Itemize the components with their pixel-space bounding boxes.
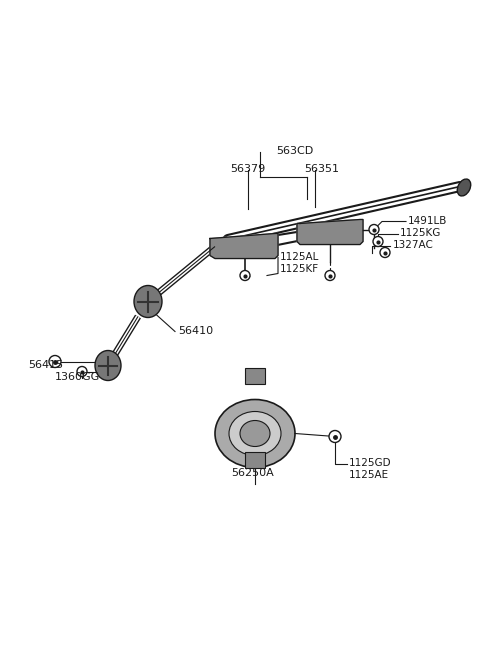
Circle shape xyxy=(373,237,383,246)
Circle shape xyxy=(329,430,341,443)
Text: 1125GD: 1125GD xyxy=(349,459,392,468)
Text: 1327AC: 1327AC xyxy=(393,240,434,250)
Text: 56250A: 56250A xyxy=(232,468,275,478)
Text: 1125KG: 1125KG xyxy=(400,229,442,238)
Text: 56379: 56379 xyxy=(230,164,265,175)
Ellipse shape xyxy=(240,420,270,447)
Circle shape xyxy=(325,271,335,281)
Text: 1125AE: 1125AE xyxy=(349,470,389,480)
FancyBboxPatch shape xyxy=(245,451,265,468)
Ellipse shape xyxy=(95,350,121,380)
Text: 56351: 56351 xyxy=(304,164,339,175)
Ellipse shape xyxy=(229,411,281,455)
Text: 56410: 56410 xyxy=(178,327,213,336)
Text: 1125AL: 1125AL xyxy=(280,252,319,263)
Circle shape xyxy=(49,355,61,367)
Circle shape xyxy=(369,225,379,235)
Circle shape xyxy=(77,367,87,376)
Text: 1125KF: 1125KF xyxy=(280,263,319,273)
Ellipse shape xyxy=(134,286,162,317)
Text: 56415: 56415 xyxy=(28,361,63,371)
Polygon shape xyxy=(297,219,363,244)
Text: 1491LB: 1491LB xyxy=(408,217,447,227)
Ellipse shape xyxy=(457,179,471,196)
Polygon shape xyxy=(210,233,278,258)
Circle shape xyxy=(380,248,390,258)
Circle shape xyxy=(240,271,250,281)
FancyBboxPatch shape xyxy=(245,367,265,384)
Text: 563CD: 563CD xyxy=(276,147,313,156)
Text: 1360GG: 1360GG xyxy=(55,373,100,382)
Ellipse shape xyxy=(215,399,295,468)
